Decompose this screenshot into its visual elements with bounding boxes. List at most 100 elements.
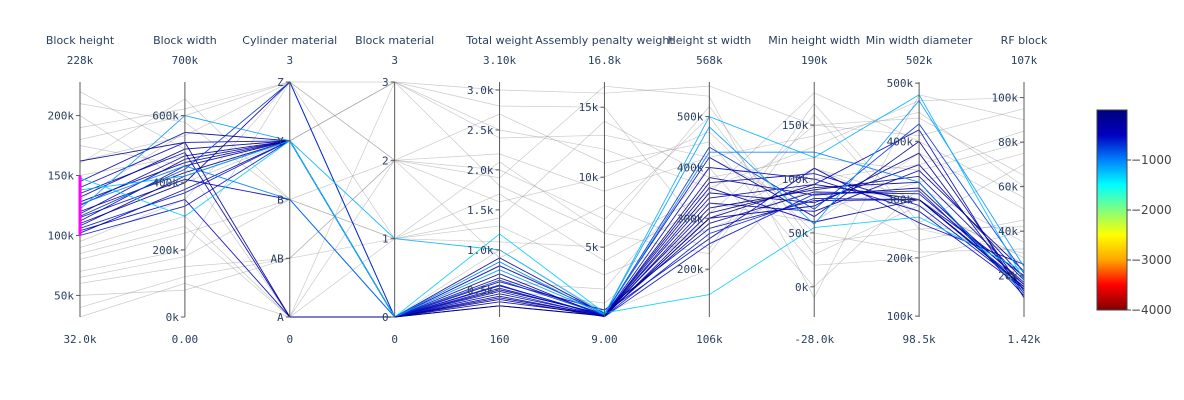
data-line xyxy=(79,99,1025,318)
axis-block-height: Block height 228k 32.0k 50k 100k 150k 200k xyxy=(46,34,115,346)
axis-title: Block material xyxy=(355,34,434,47)
data-line xyxy=(79,151,1025,318)
tick-label: 10k xyxy=(579,171,599,184)
axis-range-max: 3.10k xyxy=(483,54,516,67)
data-line xyxy=(79,81,1025,318)
data-line xyxy=(79,131,1025,318)
data-line xyxy=(79,140,1025,318)
axis-min-height-width: Min height width 190k -28.0k 0k 50k 100k 150k xyxy=(768,34,860,346)
data-line xyxy=(79,94,1025,315)
axes: Block height228k32.0k50k100k150k200kBloc… xyxy=(46,34,1048,346)
tick-label: 200k xyxy=(48,110,75,123)
axis-title: Assembly penalty weight xyxy=(535,34,674,47)
data-line xyxy=(79,140,1025,318)
colorbar-tick-label: −1000 xyxy=(1131,153,1172,167)
tick-label: 3 xyxy=(382,76,389,89)
tick-label: 1.5k xyxy=(467,204,494,217)
colorbar-tick-label: −3000 xyxy=(1131,253,1172,267)
tick-label: 0k xyxy=(166,311,180,324)
axis-range-min: 160 xyxy=(490,333,510,346)
context-line xyxy=(79,81,1025,266)
axis-range-min: 106k xyxy=(696,333,723,346)
axis-assembly-penalty-weight: Assembly penalty weight 16.8k 9.00 5k 10k 15k xyxy=(535,34,674,346)
context-line xyxy=(79,120,1025,260)
axis-range-min: 32.0k xyxy=(63,333,96,346)
axis-range-max: 502k xyxy=(906,54,933,67)
data-line xyxy=(79,141,1025,318)
tick-label: 5k xyxy=(585,241,599,254)
axis-range-min: 0 xyxy=(391,333,398,346)
axis-min-width-diameter: Min width diameter 502k 98.5k 100k 200k 300k 4… xyxy=(866,34,973,346)
axis-range-min: 1.42k xyxy=(1007,333,1040,346)
tick-label: 200k xyxy=(152,244,179,257)
tick-label: 50k xyxy=(788,227,808,240)
tick-label: 100k xyxy=(48,229,75,242)
tick-label: 2.5k xyxy=(467,124,494,137)
tick-label: 100k xyxy=(887,310,914,323)
data-line xyxy=(79,151,1025,318)
context-line xyxy=(79,116,1025,318)
context-line xyxy=(79,81,1025,184)
context-line xyxy=(79,189,1025,296)
tick-label: 400k xyxy=(887,135,914,148)
axis-total-weight: Total weight 3.10k 160 0.5k 1.0k 1.5k 2.0k 2.5k… xyxy=(465,34,533,346)
colorbar: −1000 −2000 −3000 −4000 xyxy=(1096,109,1172,317)
context-line xyxy=(79,81,1025,318)
tick-label: 150k xyxy=(782,119,809,132)
tick-label: 50k xyxy=(54,289,74,302)
colorbar-tick-label: −2000 xyxy=(1131,203,1172,217)
data-line xyxy=(79,140,1025,318)
tick-label: 40k xyxy=(998,225,1018,238)
colorbar-tick-label: −4000 xyxy=(1131,303,1172,317)
tick-label: 3.0k xyxy=(467,84,494,97)
data-line xyxy=(79,167,1025,318)
axis-range-min: 0.00 xyxy=(172,333,199,346)
axis-title: Total weight xyxy=(465,34,533,47)
focus-lines xyxy=(79,81,1025,318)
tick-label: 60k xyxy=(998,181,1018,194)
tick-label: 200k xyxy=(677,263,704,276)
axis-range-max: 107k xyxy=(1011,54,1038,67)
tick-label: 100k xyxy=(782,173,809,186)
axis-range-max: 700k xyxy=(172,54,199,67)
axis-range-max: 3 xyxy=(391,54,398,67)
constraint-range xyxy=(78,175,82,236)
axis-block-width: Block width 700k 0.00 0k 200k 400k 600k xyxy=(152,34,216,346)
axis-range-max: 568k xyxy=(696,54,723,67)
axis-range-min: -28.0k xyxy=(794,333,834,346)
tick-label: 1.0k xyxy=(467,244,494,257)
tick-label: 200k xyxy=(887,252,914,265)
axis-title: Min height width xyxy=(768,34,860,47)
tick-label: 100k xyxy=(992,92,1019,105)
tick-label: AB xyxy=(271,252,285,265)
tick-label: 2.0k xyxy=(467,164,494,177)
context-line xyxy=(79,111,1025,284)
tick-label: Y xyxy=(277,135,284,148)
context-line xyxy=(79,81,1025,254)
axis-rf-block: RF block 107k 1.42k 20k 40k 60k 80k 100k xyxy=(992,34,1048,346)
context-line xyxy=(79,85,1025,308)
axis-range-min: 0 xyxy=(286,333,293,346)
tick-label: 300k xyxy=(887,194,914,207)
context-line xyxy=(79,81,1025,318)
axis-title: Cylinder material xyxy=(242,34,337,47)
data-line xyxy=(79,140,1025,318)
tick-label: 150k xyxy=(48,170,75,183)
axis-height-st-width: Height st width 568k 106k 200k 300k 400k 500k xyxy=(667,34,751,346)
context-line xyxy=(79,131,1025,278)
tick-label: 15k xyxy=(579,101,599,114)
tick-label: 0.5k xyxy=(467,284,494,297)
axis-block-material: Block material 3 00 1 2 3 xyxy=(355,34,434,346)
data-line xyxy=(79,81,1025,318)
tick-label: 400k xyxy=(152,177,179,190)
context-line xyxy=(79,81,1025,248)
tick-label: 500k xyxy=(677,111,704,124)
tick-label: 600k xyxy=(152,110,179,123)
context-line xyxy=(79,81,1025,272)
context-line xyxy=(79,81,1025,240)
tick-label: 0k xyxy=(795,281,809,294)
data-line xyxy=(79,140,1025,318)
data-line xyxy=(79,140,1025,318)
axis-title: RF block xyxy=(1001,34,1048,47)
